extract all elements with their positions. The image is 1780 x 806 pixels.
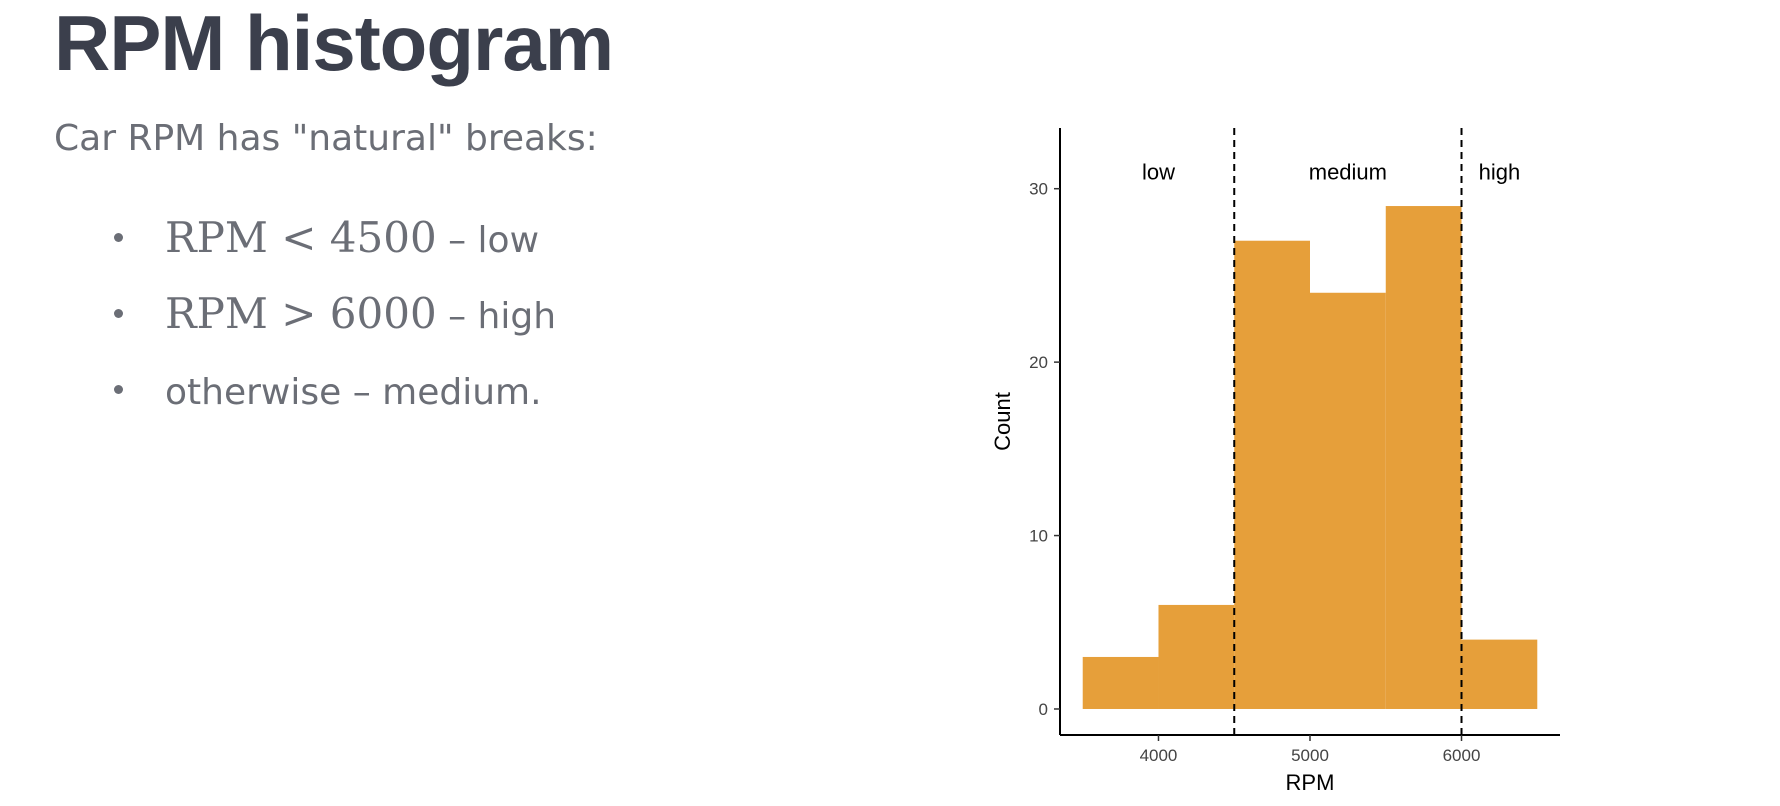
histogram-bar xyxy=(1234,240,1310,709)
bullet-text: – low xyxy=(436,220,540,261)
bullet-list: RPM < 4500 – low RPM > 6000 – high other… xyxy=(110,200,556,428)
histogram-bar xyxy=(1310,292,1386,709)
x-tick-label: 6000 xyxy=(1443,746,1481,765)
region-label: medium xyxy=(1309,159,1387,184)
histogram-bar xyxy=(1461,639,1538,709)
bullet-item: otherwise – medium. xyxy=(110,352,556,428)
x-tick-label: 4000 xyxy=(1140,746,1178,765)
x-tick-label: 5000 xyxy=(1291,746,1329,765)
histogram-bar xyxy=(1158,604,1235,709)
histogram-bar xyxy=(1385,206,1462,709)
rpm-histogram-chart: 0 10 20 30 4000 5000 6000 RPM Count low medium high xyxy=(990,128,1560,795)
bullet-math: RPM < 4500 xyxy=(165,213,437,262)
intro-text: Car RPM has "natural" breaks: xyxy=(54,118,598,159)
y-tick-label: 20 xyxy=(1029,353,1048,372)
bullet-item: RPM < 4500 – low xyxy=(110,200,556,276)
histogram-bar xyxy=(1082,656,1159,709)
region-label: low xyxy=(1142,159,1175,184)
y-tick-label: 30 xyxy=(1029,180,1048,199)
y-axis-title: Count xyxy=(990,392,1015,451)
y-tick-label: 0 xyxy=(1039,700,1048,719)
bullet-item: RPM > 6000 – high xyxy=(110,276,556,352)
region-label: high xyxy=(1479,159,1521,184)
bullet-math: RPM > 6000 xyxy=(165,289,437,338)
y-tick-label: 10 xyxy=(1029,527,1048,546)
slide-title: RPM histogram xyxy=(54,0,614,87)
bullet-text: otherwise – medium. xyxy=(165,372,542,413)
bullet-text: – high xyxy=(436,296,557,337)
x-axis-title: RPM xyxy=(1286,770,1335,795)
